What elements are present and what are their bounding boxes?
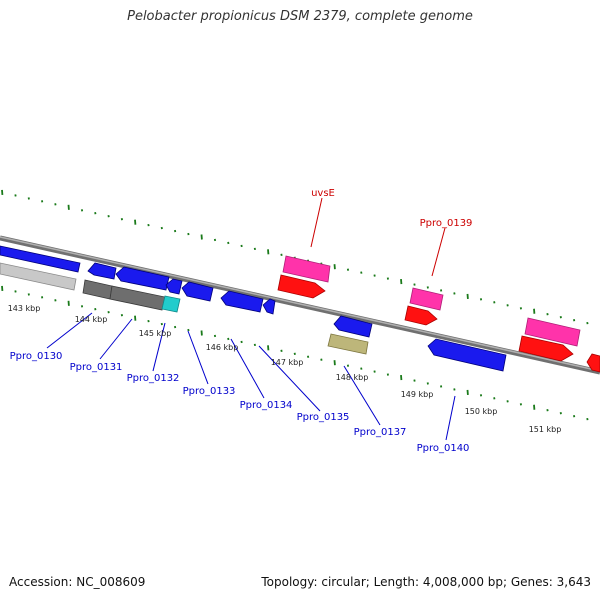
leader-line-Ppro_0132 <box>152 322 166 372</box>
leader-line-Ppro_0133 <box>187 330 209 385</box>
label-leader-lines <box>46 197 456 441</box>
position-label: 148 kbp <box>336 373 369 382</box>
position-label: 145 kbp <box>139 329 172 338</box>
leader-line-Ppro_0137 <box>343 365 381 426</box>
position-labels: 143 kbp 144 kbp 145 kbp 146 kbp 147 kbp … <box>8 304 562 434</box>
position-label: 144 kbp <box>75 315 108 324</box>
gene-feature-magenta[interactable] <box>282 255 331 283</box>
map-title: Pelobacter propionicus DSM 2379, complet… <box>127 9 473 24</box>
leader-line-Ppro_0131 <box>99 318 133 360</box>
gene-feature-gray-dark[interactable] <box>82 279 113 300</box>
accession-text: Accession: NC_008609 <box>9 575 146 589</box>
gene-feature-magenta[interactable] <box>409 287 444 311</box>
gene-feature-magenta[interactable] <box>524 317 581 347</box>
position-label: 150 kbp <box>465 407 498 416</box>
leader-line-Ppro_0139 <box>431 227 446 277</box>
genome-backbone <box>0 235 600 375</box>
leader-line-Ppro_0140 <box>445 395 456 441</box>
gene-feature-blue[interactable] <box>165 278 183 295</box>
position-label: 149 kbp <box>401 390 434 399</box>
position-label: 146 kbp <box>206 343 239 352</box>
gene-label-Ppro_0130[interactable]: Ppro_0130 <box>10 351 63 362</box>
leader-line-uvsE <box>310 197 323 248</box>
gene-label-Ppro_0132[interactable]: Ppro_0132 <box>127 373 180 384</box>
gene-feature-gray-dark[interactable] <box>109 285 166 311</box>
gene-label-Ppro_0137[interactable]: Ppro_0137 <box>354 427 407 438</box>
gene-labels: uvsE Ppro_0139 Ppro_0130 Ppro_0131 Ppro_… <box>10 188 473 454</box>
gene-feature-blue[interactable] <box>0 245 81 273</box>
gene-feature-red[interactable] <box>586 353 600 373</box>
gene-feature-red[interactable] <box>518 335 574 362</box>
gene-label-uvsE[interactable]: uvsE <box>311 188 335 199</box>
inner-tick-row <box>1 285 589 421</box>
forward-features <box>277 255 600 373</box>
gene-feature-blue[interactable] <box>87 262 117 280</box>
leader-line-Ppro_0130 <box>46 312 93 349</box>
leader-line-Ppro_0134 <box>230 338 265 399</box>
gene-label-Ppro_0135[interactable]: Ppro_0135 <box>297 412 350 423</box>
gene-label-Ppro_0134[interactable]: Ppro_0134 <box>240 400 293 411</box>
gene-feature-blue[interactable] <box>220 290 264 313</box>
position-label: 147 kbp <box>271 358 304 367</box>
leader-line-Ppro_0135 <box>258 345 321 412</box>
gene-feature-blue[interactable] <box>427 338 507 372</box>
gene-label-Ppro_0131[interactable]: Ppro_0131 <box>70 362 123 373</box>
reverse-features <box>0 245 507 372</box>
gene-label-Ppro_0140[interactable]: Ppro_0140 <box>417 443 470 454</box>
gene-feature-blue[interactable] <box>262 298 276 315</box>
gene-feature-red[interactable] <box>277 274 326 299</box>
gene-feature-blue[interactable] <box>181 281 214 302</box>
gene-feature-blue[interactable] <box>333 315 373 338</box>
gene-feature-cyan[interactable] <box>161 295 181 313</box>
gene-feature-red[interactable] <box>404 305 438 326</box>
gene-label-Ppro_0139[interactable]: Ppro_0139 <box>420 218 473 229</box>
gene-feature-gray-light[interactable] <box>0 262 77 291</box>
position-label: 143 kbp <box>8 304 41 313</box>
gene-feature-olive[interactable] <box>327 333 369 355</box>
gene-label-Ppro_0133[interactable]: Ppro_0133 <box>183 386 236 397</box>
genome-backbone-highlight <box>0 236 600 372</box>
position-label: 151 kbp <box>529 425 562 434</box>
genome-summary-text: Topology: circular; Length: 4,008,000 bp… <box>261 575 591 589</box>
